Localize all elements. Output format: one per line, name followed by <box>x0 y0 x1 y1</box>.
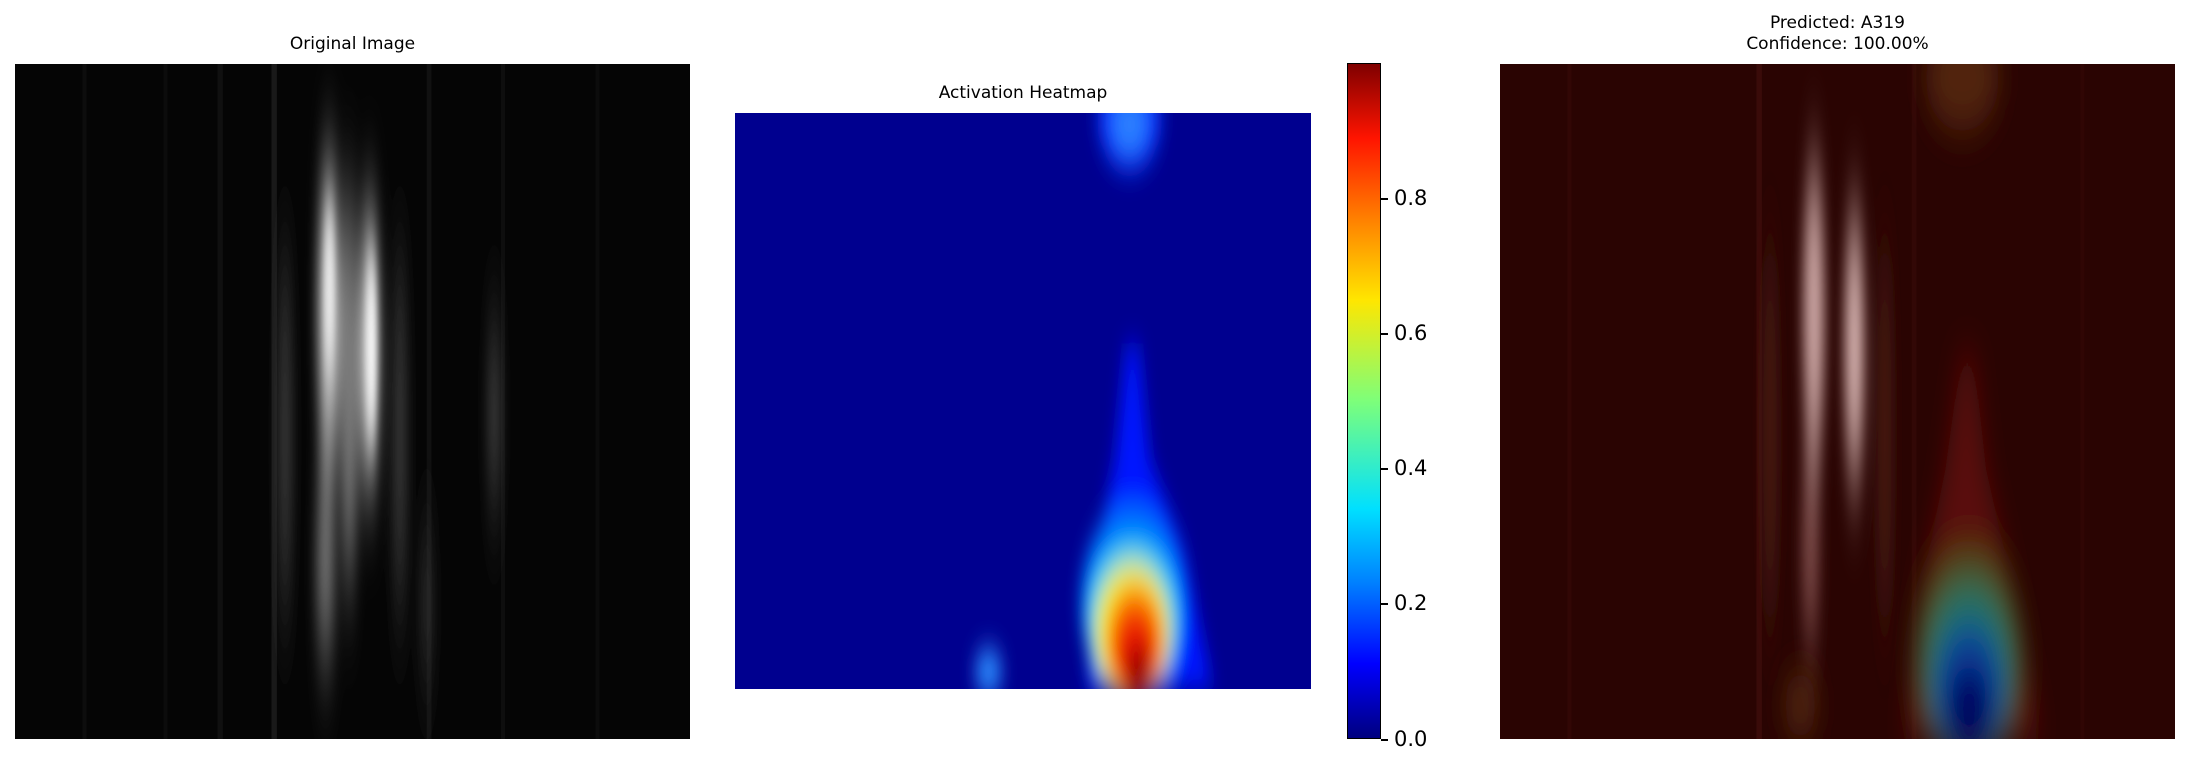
colorbar-tick <box>1381 333 1388 335</box>
heatmap-title: Activation Heatmap <box>938 83 1108 103</box>
colorbar-tick <box>1381 739 1388 741</box>
overlay-image <box>1500 64 2175 739</box>
colorbar <box>1347 63 1381 739</box>
colorbar-tick <box>1381 468 1388 470</box>
colorbar-tick-label: 0.8 <box>1394 186 1428 210</box>
original-image <box>15 64 690 739</box>
colorbar-tick <box>1381 603 1388 605</box>
predicted-label: Predicted: A319 <box>1769 13 1905 33</box>
original-title: Original Image <box>289 34 416 54</box>
confidence-label: Confidence: 100.00% <box>1746 34 1929 54</box>
activation-heatmap <box>735 113 1311 689</box>
overlay-title: Predicted: A319 Confidence: 100.00% <box>1500 13 2175 55</box>
colorbar-tick-label: 0.0 <box>1394 727 1428 751</box>
colorbar-tick-label: 0.2 <box>1394 591 1428 615</box>
colorbar-tick <box>1381 198 1388 200</box>
colorbar-tick-label: 0.4 <box>1394 456 1428 480</box>
colorbar-tick-label: 0.6 <box>1394 321 1428 345</box>
